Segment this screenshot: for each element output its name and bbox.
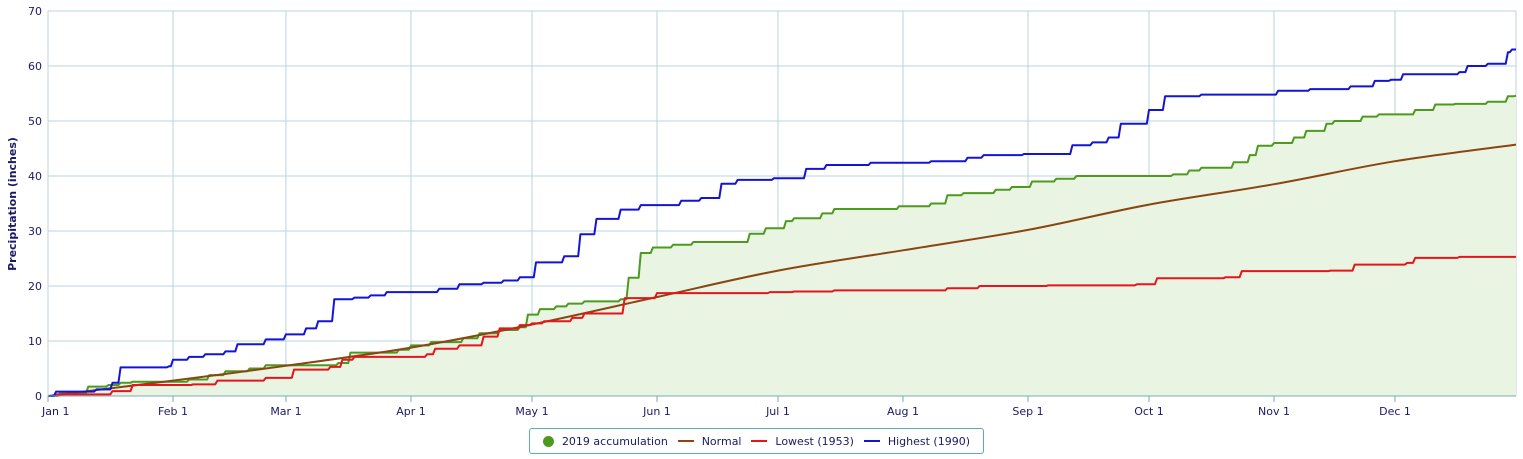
legend-item-highest-1990[interactable]: Highest (1990) — [863, 434, 970, 448]
series-line-lowest-1953 — [48, 255, 1516, 397]
x-tick-label: Sep 1 — [1012, 405, 1043, 418]
x-tick-label: Nov 1 — [1258, 405, 1290, 418]
y-tick-label: 20 — [28, 280, 42, 293]
y-tick-label: 60 — [28, 60, 42, 73]
y-tick-label: 50 — [28, 115, 42, 128]
legend-dot-icon — [542, 435, 554, 447]
y-axis-title: Precipitation (inches) — [6, 137, 19, 271]
legend-label: Normal — [701, 434, 742, 448]
legend-label: Lowest (1953) — [775, 434, 854, 448]
legend-item-lowest-1953[interactable]: Lowest (1953) — [751, 435, 854, 448]
legend: 2019 accumulation Normal Lowest (1953) High… — [529, 428, 984, 454]
y-tick-label: 70 — [28, 5, 42, 18]
legend-label: 2019 accumulation — [561, 434, 668, 448]
y-tick-label: 0 — [35, 390, 42, 403]
y-tick-label: 40 — [28, 170, 42, 183]
x-tick-label: Mar 1 — [270, 405, 301, 418]
legend-label: Highest (1990) — [887, 434, 970, 448]
series-line-2019-accumulation — [48, 94, 1517, 397]
precipitation-chart: 0 10 20 30 40 50 60 70 Jan 1 Feb 1 Mar 1 Apr 1 May 1… — [6, 5, 1517, 418]
series-line-highest-1990 — [48, 48, 1516, 397]
legend-item-2019-accumulation[interactable]: 2019 accumulation — [542, 434, 668, 448]
x-tick-label: Jun 1 — [642, 405, 671, 418]
x-tick-label: Aug 1 — [887, 405, 919, 418]
x-tick-label: Jul 1 — [765, 405, 790, 418]
x-tick-label: Feb 1 — [158, 405, 188, 418]
x-tick-label: Dec 1 — [1379, 405, 1411, 418]
x-tick-label: May 1 — [515, 405, 548, 418]
legend-line-icon — [677, 440, 694, 442]
x-tick-label: Apr 1 — [396, 405, 426, 418]
legend-line-icon — [863, 440, 880, 442]
area-fill — [48, 95, 1516, 396]
legend-item-normal[interactable]: Normal — [677, 434, 742, 448]
x-tick-label: Jan 1 — [41, 405, 69, 418]
y-tick-label: 30 — [28, 225, 42, 238]
series-line-normal — [47, 143, 1517, 397]
series-area-0 — [48, 95, 1516, 396]
axes: 0 10 20 30 40 50 60 70 Jan 1 Feb 1 Mar 1 Apr 1 May 1… — [28, 5, 1516, 418]
legend-line-icon — [751, 440, 768, 442]
x-tick-label: Oct 1 — [1134, 405, 1164, 418]
y-tick-label: 10 — [28, 335, 42, 348]
series-lines — [47, 48, 1517, 397]
